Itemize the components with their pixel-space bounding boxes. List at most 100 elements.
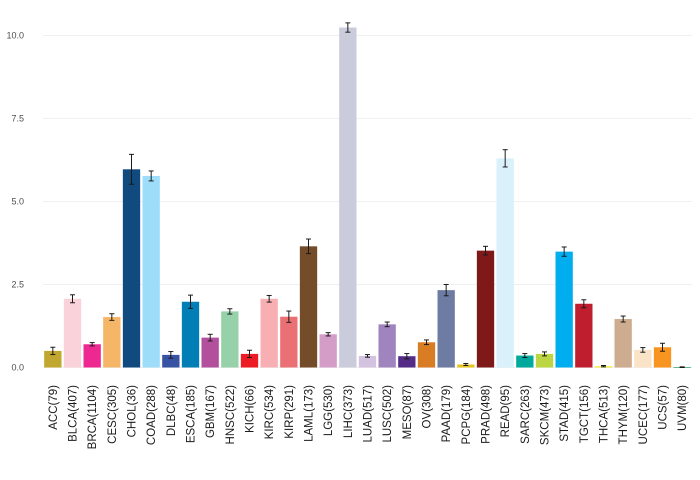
bar-ucs <box>653 347 672 368</box>
bar-chol <box>122 169 141 368</box>
error-bar-laml <box>306 238 311 255</box>
y-tick-label: 5.0 <box>11 197 24 207</box>
bar-hnsc <box>221 311 239 368</box>
bar-kirp <box>280 316 298 368</box>
error-bar-blca <box>70 294 75 304</box>
x-tick-label: READ(95) <box>500 385 512 438</box>
x-tick-label: GBM(167) <box>205 385 217 438</box>
x-tick-label: STAD(415) <box>559 385 571 442</box>
error-bar-kirp <box>286 310 292 323</box>
x-axis-labels: ACC(79) BLCA(407) BRCA(1104) CESC(305) CHOL(… <box>48 385 689 450</box>
error-bar-thym <box>620 315 626 323</box>
error-bar-skcm <box>542 351 547 357</box>
bars <box>44 27 691 368</box>
error-bar-brca <box>89 342 95 347</box>
bar-cesc <box>103 317 121 368</box>
error-bar-esca <box>188 294 193 309</box>
x-tick-label: PAAD(179) <box>441 385 453 442</box>
error-bar-prad <box>483 245 488 256</box>
bar-tgct <box>575 303 593 368</box>
error-bar-tgct <box>581 299 587 309</box>
bar-meso <box>398 356 416 368</box>
bar-skcm <box>535 353 554 368</box>
bar-lihc <box>339 27 357 368</box>
bar-coad <box>142 175 160 368</box>
error-bar-cesc <box>109 313 115 321</box>
y-tick-label: 0.0 <box>11 363 24 373</box>
x-tick-label: CHOL(36) <box>127 385 139 438</box>
bar-thym <box>614 319 632 368</box>
error-bar-coad <box>148 170 154 182</box>
bar-acc <box>44 350 62 368</box>
x-tick-label: SKCM(473) <box>540 385 552 445</box>
x-tick-label: CESC(305) <box>107 385 119 444</box>
bar-ov <box>417 342 436 368</box>
bar-gbm <box>201 337 219 368</box>
bar-prad <box>476 250 495 368</box>
bar-paad <box>437 290 455 368</box>
error-bar-stad <box>561 246 567 257</box>
error-bar-sarc <box>522 353 528 359</box>
x-tick-label: PRAD(498) <box>481 385 493 444</box>
x-tick-label: BRCA(1104) <box>87 385 99 450</box>
bar-kich <box>240 353 259 368</box>
error-bar-lihc <box>345 22 351 33</box>
x-tick-label: MESO(87) <box>402 385 414 439</box>
bar-kirc <box>260 298 278 368</box>
x-tick-label: KIRP(291) <box>284 385 296 439</box>
x-tick-label: LGG(530) <box>323 385 335 436</box>
error-bar-meso <box>404 353 410 360</box>
error-bar-gbm <box>207 333 213 342</box>
bar-brca <box>83 344 101 368</box>
error-bar-ov <box>424 339 429 346</box>
x-tick-label: ACC(79) <box>48 385 60 430</box>
x-tick-label: DLBC(48) <box>166 385 178 436</box>
error-bar-uvm <box>679 366 685 368</box>
error-bar-acc <box>50 346 56 356</box>
x-tick-label: ESCA(185) <box>186 385 198 443</box>
bar-lusc <box>378 324 396 368</box>
error-bar-lusc <box>384 321 390 328</box>
y-axis-ticks: 0.0 2.5 5.0 7.5 10.0 <box>6 31 24 373</box>
x-tick-label: BLCA(407) <box>68 385 80 442</box>
x-tick-label: UCEC(177) <box>638 385 650 445</box>
x-tick-label: UVM(80) <box>677 385 689 431</box>
x-tick-label: LUSC(502) <box>382 385 394 443</box>
x-tick-label: LAML(173) <box>304 385 316 442</box>
x-tick-label: THCA(513) <box>599 385 611 443</box>
error-bar-ucec <box>640 347 646 353</box>
x-tick-label: PCPG(184) <box>461 385 473 445</box>
bar-lgg <box>319 334 337 368</box>
error-bar-hnsc <box>227 308 233 315</box>
error-bar-pcpg <box>463 363 469 367</box>
x-tick-label: OV(308) <box>422 385 434 429</box>
y-tick-label: 10.0 <box>6 31 24 41</box>
bar-esca <box>181 301 200 368</box>
error-bar-kich <box>247 349 252 359</box>
x-tick-label: COAD(288) <box>146 385 158 445</box>
bar-read <box>496 158 514 368</box>
x-tick-label: LIHC(373) <box>343 385 355 438</box>
error-bar-thca <box>601 365 606 368</box>
x-tick-label: THYM(120) <box>618 385 630 445</box>
gridlines <box>43 35 692 368</box>
bar-laml <box>299 246 318 368</box>
x-tick-label: TGCT(156) <box>579 385 591 443</box>
error-bar-kirc <box>266 294 272 303</box>
x-tick-label: LUAD(517) <box>363 385 375 443</box>
bar-luad <box>358 355 377 368</box>
error-bar-read <box>502 149 508 168</box>
bar-ucec <box>634 349 652 368</box>
y-tick-label: 2.5 <box>11 280 24 290</box>
y-tick-label: 7.5 <box>11 114 24 124</box>
error-bar-luad <box>365 354 370 358</box>
bar-sarc <box>516 355 534 368</box>
bar-blca <box>63 298 82 368</box>
x-tick-label: KIRC(534) <box>264 385 276 439</box>
bar-stad <box>555 251 573 368</box>
x-tick-label: UCS(57) <box>658 385 670 430</box>
error-bar-ucs <box>660 342 665 352</box>
error-bars <box>50 22 685 368</box>
